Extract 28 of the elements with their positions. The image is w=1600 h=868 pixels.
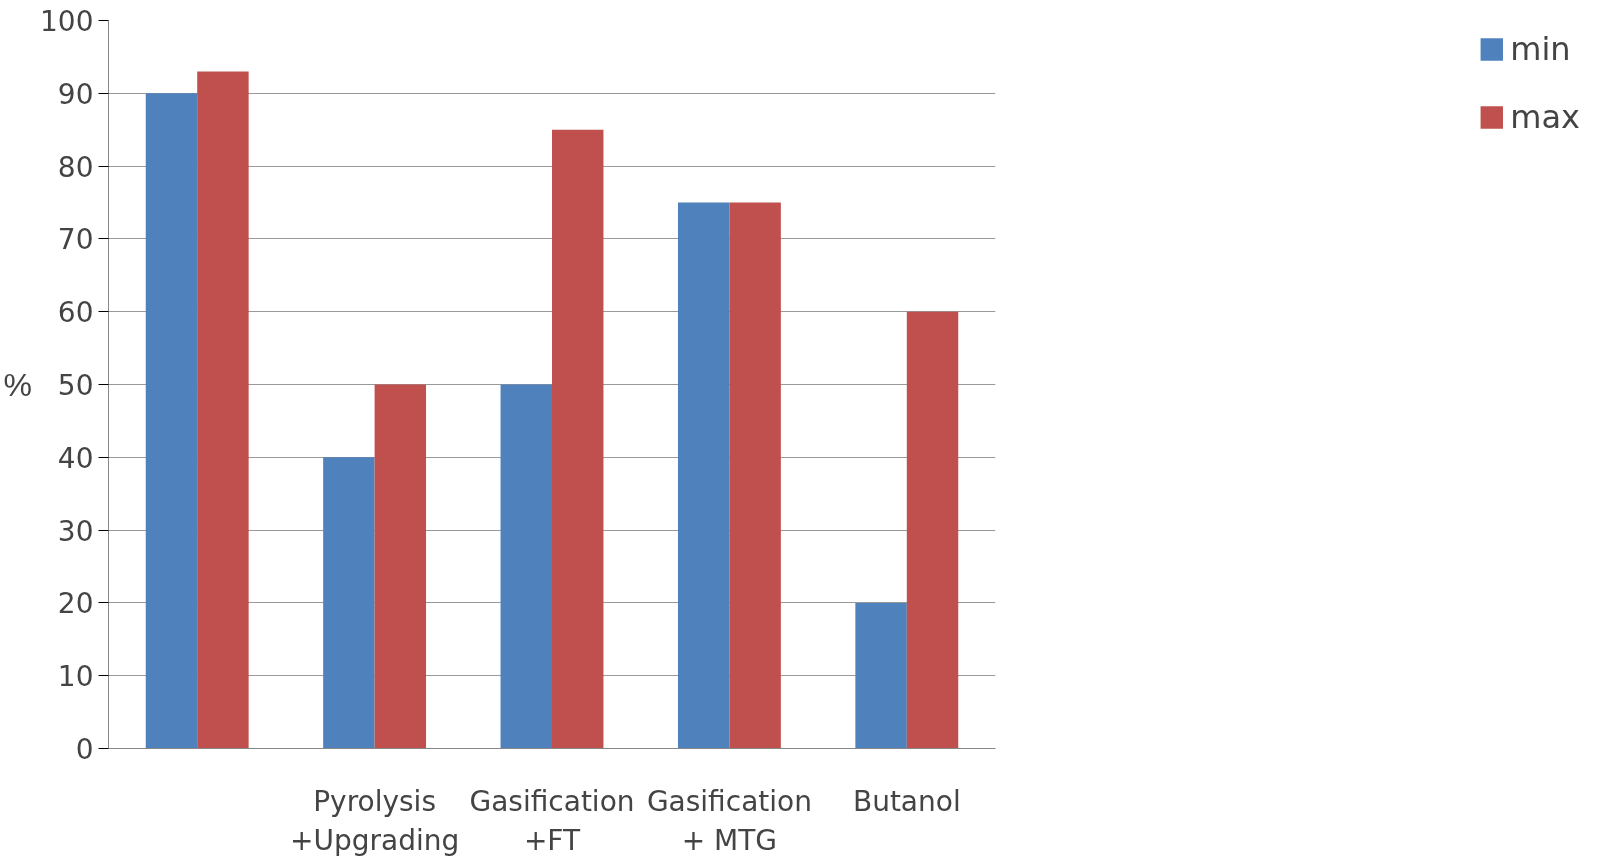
- y-tick-label: 80: [57, 150, 94, 184]
- x-tick-label: Butanol: [852, 784, 961, 818]
- y-tick-label: 90: [57, 77, 94, 111]
- bar: [552, 129, 604, 749]
- y-axis-title: %: [3, 366, 33, 403]
- bar: [729, 202, 781, 749]
- y-tick-label: 0: [75, 733, 94, 766]
- x-tick-label: Pyrolysis +Upgrading: [289, 784, 460, 858]
- bar: [323, 457, 375, 749]
- y-tick-label: 70: [57, 223, 94, 257]
- y-tick-label: 30: [57, 514, 94, 548]
- y-tick-label: 50: [57, 369, 94, 402]
- legend-label: max: [1510, 98, 1580, 136]
- y-tick-label: 100: [40, 5, 94, 38]
- bar: [677, 202, 730, 749]
- y-tick-label: 40: [57, 441, 94, 475]
- y-tick-label: 60: [57, 296, 94, 330]
- bar: [855, 602, 907, 749]
- bar: [145, 93, 198, 749]
- x-tick-label: Gasification +FT: [469, 784, 635, 858]
- bar: [197, 71, 249, 749]
- legend-label: min: [1510, 30, 1571, 68]
- bar: [906, 311, 959, 749]
- bar: [500, 384, 552, 749]
- y-tick-label: 10: [57, 660, 94, 694]
- x-tick-label: Gasification + MTG: [646, 784, 812, 858]
- bar: [374, 384, 427, 749]
- y-tick-label: 20: [57, 587, 94, 621]
